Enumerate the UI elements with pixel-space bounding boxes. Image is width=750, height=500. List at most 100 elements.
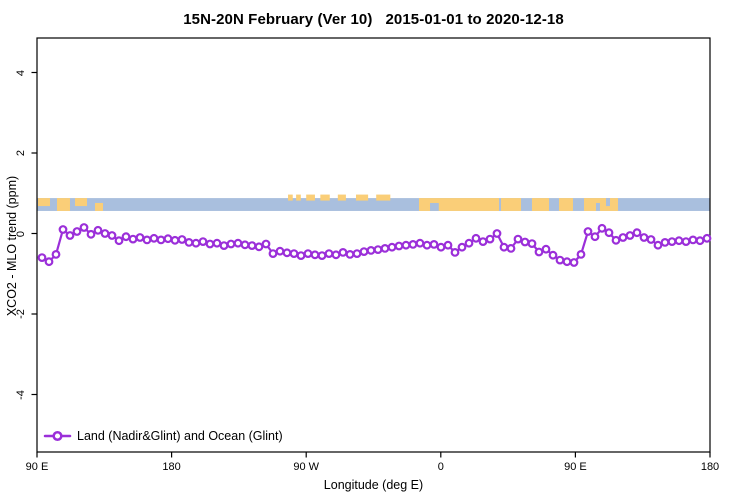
data-point — [373, 245, 383, 255]
data-point — [240, 240, 250, 250]
data-point — [100, 229, 110, 238]
legend-marker — [52, 430, 63, 442]
data-point — [345, 249, 355, 259]
data-point — [499, 242, 509, 252]
data-point — [611, 235, 621, 245]
band-land-segment — [501, 198, 522, 211]
band-land-segment — [306, 194, 315, 201]
data-point — [233, 238, 243, 248]
band-land-segment — [356, 194, 369, 201]
x-tick-label: 180 — [162, 461, 181, 473]
data-point — [142, 235, 152, 245]
band-land-segment — [288, 194, 293, 201]
data-point — [58, 225, 68, 234]
data-point — [275, 246, 285, 256]
data-point — [632, 228, 642, 238]
title-region: 15N-20N February (Ver 10) — [183, 10, 373, 28]
data-point — [618, 233, 628, 242]
title-daterange: 2015-01-01 to 2020-12-18 — [385, 10, 564, 28]
data-point — [576, 249, 586, 259]
band-ocean-patch — [595, 202, 600, 211]
band-land-segment — [38, 198, 50, 207]
data-point — [492, 229, 502, 238]
data-point — [37, 253, 47, 263]
data-point — [667, 237, 677, 247]
data-point — [163, 234, 173, 244]
x-tick-label: 90 E — [564, 461, 587, 473]
data-point — [331, 250, 341, 260]
data-point — [415, 238, 425, 248]
data-point — [366, 245, 376, 255]
data-point — [135, 233, 145, 242]
x-tick-label: 90 E — [25, 461, 49, 473]
data-point — [44, 257, 54, 267]
data-point — [653, 240, 663, 250]
data-point — [429, 239, 439, 249]
y-axis-title: XCO2 - MLO trend (ppm) — [5, 175, 19, 317]
data-point — [660, 237, 670, 247]
data-point — [205, 239, 215, 249]
data-point — [688, 235, 698, 245]
band-land-segment — [337, 194, 346, 201]
x-tick-label: 90 W — [293, 461, 320, 473]
data-point — [583, 227, 593, 236]
data-point — [170, 235, 180, 245]
data-point — [254, 242, 264, 252]
data-point — [506, 243, 516, 253]
data-point — [352, 249, 362, 259]
data-point — [247, 241, 257, 251]
data-point — [296, 251, 306, 261]
data-point — [79, 223, 89, 232]
data-point — [401, 240, 411, 250]
data-point — [457, 242, 467, 252]
data-point — [590, 232, 600, 242]
band-ocean-patch — [430, 202, 439, 211]
data-point — [156, 235, 166, 245]
data-point — [107, 231, 117, 240]
band-land-segment — [418, 198, 500, 211]
y-tick-label: 2 — [15, 149, 27, 157]
band-land-segment — [320, 194, 330, 201]
data-point — [443, 240, 453, 250]
data-point — [597, 223, 607, 233]
data-point — [464, 238, 474, 248]
data-point — [191, 238, 201, 248]
data-point — [93, 225, 103, 235]
x-axis-title: Longitude (deg E) — [323, 478, 424, 492]
data-point — [604, 228, 614, 238]
band-land-segment — [584, 198, 619, 211]
data-point — [548, 250, 558, 260]
data-point — [72, 227, 82, 236]
data-point — [471, 233, 481, 243]
data-point — [394, 241, 404, 251]
data-point — [128, 234, 138, 244]
data-point — [436, 242, 446, 252]
data-point — [268, 249, 278, 259]
data-point — [541, 244, 551, 254]
data-point — [114, 236, 124, 246]
data-point — [485, 234, 495, 244]
data-point — [317, 251, 327, 261]
data-point — [674, 236, 684, 246]
y-tick-label: -4 — [15, 389, 27, 400]
data-point — [625, 231, 635, 240]
data-point — [177, 235, 187, 244]
data-point — [282, 248, 292, 258]
data-point — [86, 229, 96, 239]
data-point — [513, 234, 523, 244]
data-point — [702, 233, 712, 243]
band-land-segment — [531, 198, 550, 211]
data-point — [387, 242, 397, 252]
data-point — [310, 250, 320, 260]
data-point — [219, 241, 229, 251]
data-point — [408, 239, 418, 249]
data-point — [646, 235, 656, 244]
data-point — [324, 249, 334, 259]
data-point — [450, 247, 460, 257]
data-point — [555, 255, 565, 265]
plot-border — [36, 37, 711, 453]
data-point — [422, 240, 432, 250]
band-land-segment — [56, 198, 70, 211]
legend-label: Land (Nadir&Glint) and Ocean (Glint) — [77, 429, 283, 443]
band-land-segment — [558, 198, 573, 211]
